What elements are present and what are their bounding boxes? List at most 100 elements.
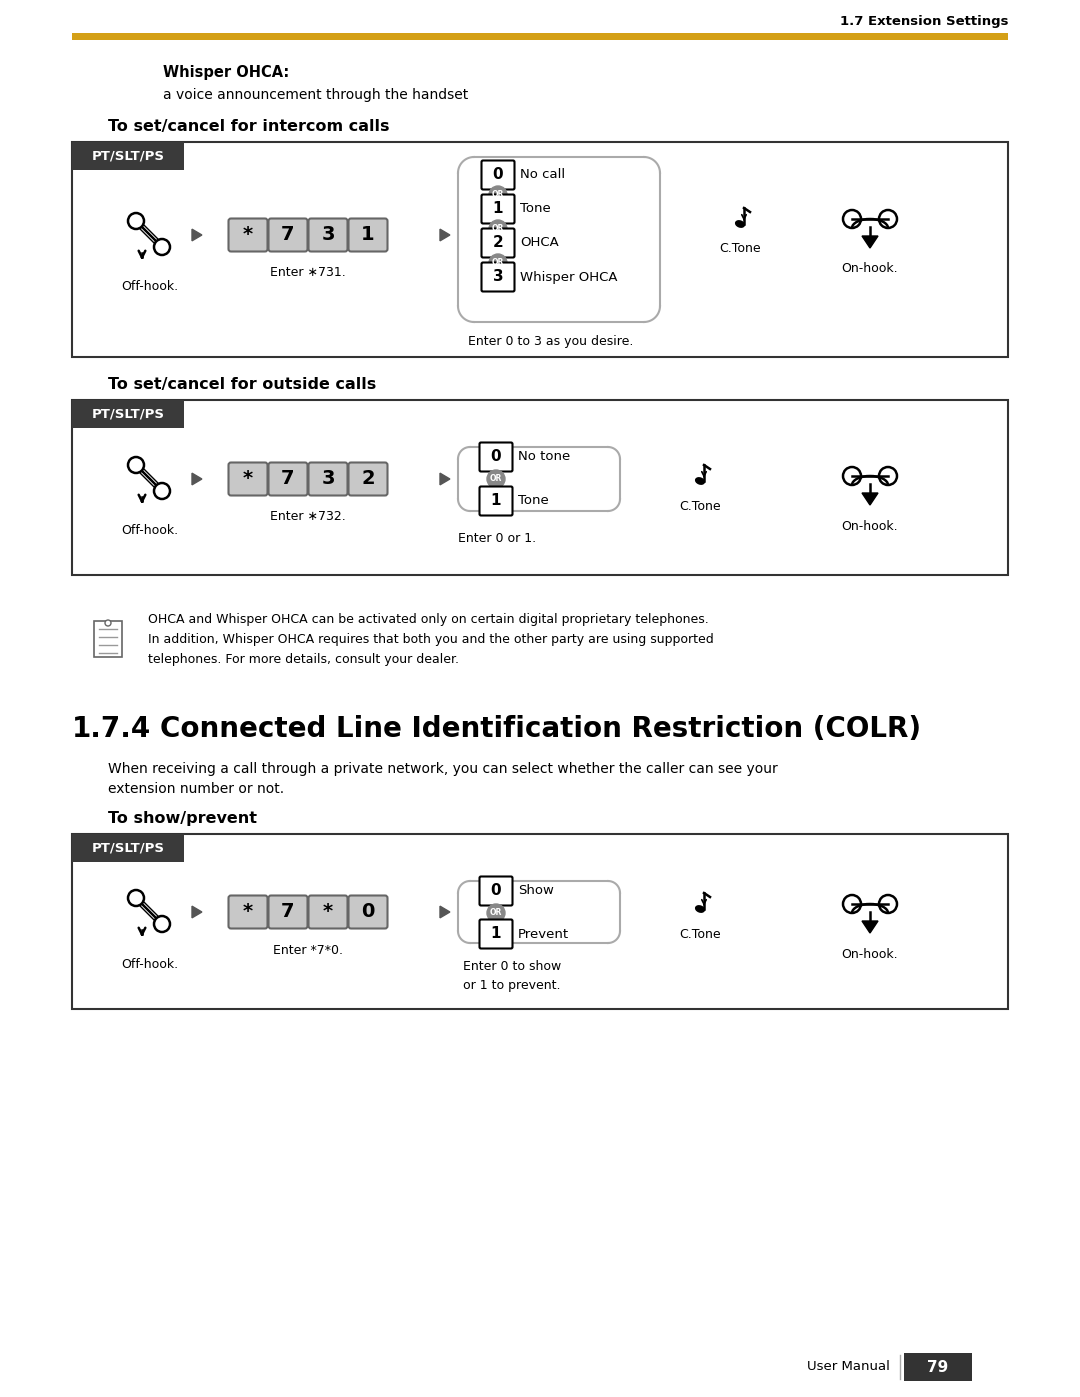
FancyBboxPatch shape [480, 443, 513, 472]
Circle shape [154, 239, 170, 256]
Text: extension number or not.: extension number or not. [108, 782, 284, 796]
Ellipse shape [696, 478, 704, 485]
Circle shape [879, 895, 897, 914]
FancyBboxPatch shape [482, 194, 514, 224]
Text: On-hook.: On-hook. [841, 520, 899, 532]
FancyBboxPatch shape [229, 462, 268, 496]
Polygon shape [440, 907, 450, 918]
Polygon shape [862, 921, 878, 933]
Text: OR: OR [490, 908, 502, 916]
Text: 7: 7 [281, 225, 295, 244]
Circle shape [879, 467, 897, 485]
Bar [72, 34, 1008, 41]
Text: 1.7 Extension Settings: 1.7 Extension Settings [839, 15, 1008, 28]
Text: or 1 to prevent.: or 1 to prevent. [463, 978, 561, 992]
Text: *: * [243, 902, 253, 921]
FancyBboxPatch shape [309, 895, 348, 929]
Text: 1: 1 [492, 201, 503, 217]
Circle shape [487, 469, 505, 488]
Text: Enter 0 to show: Enter 0 to show [463, 961, 562, 974]
Text: Tone: Tone [518, 495, 549, 507]
FancyBboxPatch shape [269, 218, 308, 251]
Text: 0: 0 [362, 902, 375, 921]
Circle shape [843, 467, 861, 485]
Text: OR: OR [491, 224, 504, 233]
FancyBboxPatch shape [72, 142, 1008, 358]
Text: 7: 7 [281, 902, 295, 921]
Polygon shape [862, 493, 878, 504]
Text: 7: 7 [281, 469, 295, 488]
Text: 2: 2 [492, 235, 503, 250]
FancyBboxPatch shape [480, 486, 513, 515]
Text: Off-hook.: Off-hook. [121, 957, 178, 971]
Ellipse shape [735, 221, 744, 228]
FancyBboxPatch shape [72, 400, 1008, 576]
Polygon shape [440, 229, 450, 240]
FancyBboxPatch shape [309, 462, 348, 496]
Text: On-hook.: On-hook. [841, 947, 899, 961]
Text: C.Tone: C.Tone [719, 243, 760, 256]
Polygon shape [192, 229, 202, 240]
Text: On-hook.: On-hook. [841, 263, 899, 275]
Text: User Manual: User Manual [807, 1361, 890, 1373]
Text: To show/prevent: To show/prevent [108, 812, 257, 827]
FancyBboxPatch shape [229, 895, 268, 929]
Text: To set/cancel for outside calls: To set/cancel for outside calls [108, 377, 376, 393]
Text: 3: 3 [321, 469, 335, 488]
Polygon shape [440, 474, 450, 485]
Circle shape [489, 254, 507, 272]
Text: PT/SLT/PS: PT/SLT/PS [92, 408, 164, 420]
Text: PT/SLT/PS: PT/SLT/PS [92, 149, 164, 162]
Circle shape [129, 212, 144, 229]
Text: 1: 1 [361, 225, 375, 244]
FancyBboxPatch shape [72, 400, 184, 427]
Circle shape [843, 895, 861, 914]
Text: No call: No call [519, 169, 565, 182]
Text: Enter *7*0.: Enter *7*0. [273, 943, 343, 957]
Circle shape [487, 904, 505, 922]
Text: 3: 3 [321, 225, 335, 244]
Text: To set/cancel for intercom calls: To set/cancel for intercom calls [108, 120, 390, 134]
Text: OR: OR [491, 190, 504, 198]
Text: Whisper OHCA: Whisper OHCA [519, 271, 618, 284]
FancyBboxPatch shape [229, 218, 268, 251]
Text: When receiving a call through a private network, you can select whether the call: When receiving a call through a private … [108, 761, 778, 775]
Text: *: * [243, 225, 253, 244]
Text: 1: 1 [490, 493, 501, 509]
Text: 1.7.4: 1.7.4 [72, 715, 151, 743]
Text: Prevent: Prevent [518, 928, 569, 940]
Text: In addition, Whisper OHCA requires that both you and the other party are using s: In addition, Whisper OHCA requires that … [148, 633, 714, 645]
Text: 79: 79 [928, 1359, 948, 1375]
Circle shape [843, 210, 861, 228]
Text: 2: 2 [361, 469, 375, 488]
Text: OR: OR [490, 474, 502, 483]
Polygon shape [192, 474, 202, 485]
Text: Whisper OHCA:: Whisper OHCA: [163, 64, 289, 80]
Circle shape [489, 219, 507, 237]
Text: telephones. For more details, consult your dealer.: telephones. For more details, consult yo… [148, 652, 459, 665]
FancyBboxPatch shape [349, 218, 388, 251]
FancyBboxPatch shape [482, 161, 514, 190]
Circle shape [879, 210, 897, 228]
Text: 0: 0 [490, 883, 501, 898]
Text: Enter 0 or 1.: Enter 0 or 1. [458, 532, 536, 545]
FancyBboxPatch shape [72, 834, 1008, 1009]
Text: a voice announcement through the handset: a voice announcement through the handset [163, 88, 469, 102]
Text: OHCA: OHCA [519, 236, 558, 250]
Ellipse shape [696, 905, 704, 912]
Text: PT/SLT/PS: PT/SLT/PS [92, 841, 164, 855]
Text: *: * [323, 902, 333, 921]
Text: Enter 0 to 3 as you desire.: Enter 0 to 3 as you desire. [468, 335, 633, 348]
Circle shape [129, 457, 144, 474]
Text: Tone: Tone [519, 203, 551, 215]
Text: *: * [243, 469, 253, 488]
FancyBboxPatch shape [482, 263, 514, 292]
Circle shape [489, 186, 507, 204]
FancyBboxPatch shape [269, 895, 308, 929]
Text: 1: 1 [490, 926, 501, 942]
Text: Off-hook.: Off-hook. [121, 281, 178, 293]
Text: Off-hook.: Off-hook. [121, 524, 178, 538]
Text: 0: 0 [492, 168, 503, 182]
Circle shape [105, 620, 111, 626]
Text: Show: Show [518, 884, 554, 897]
